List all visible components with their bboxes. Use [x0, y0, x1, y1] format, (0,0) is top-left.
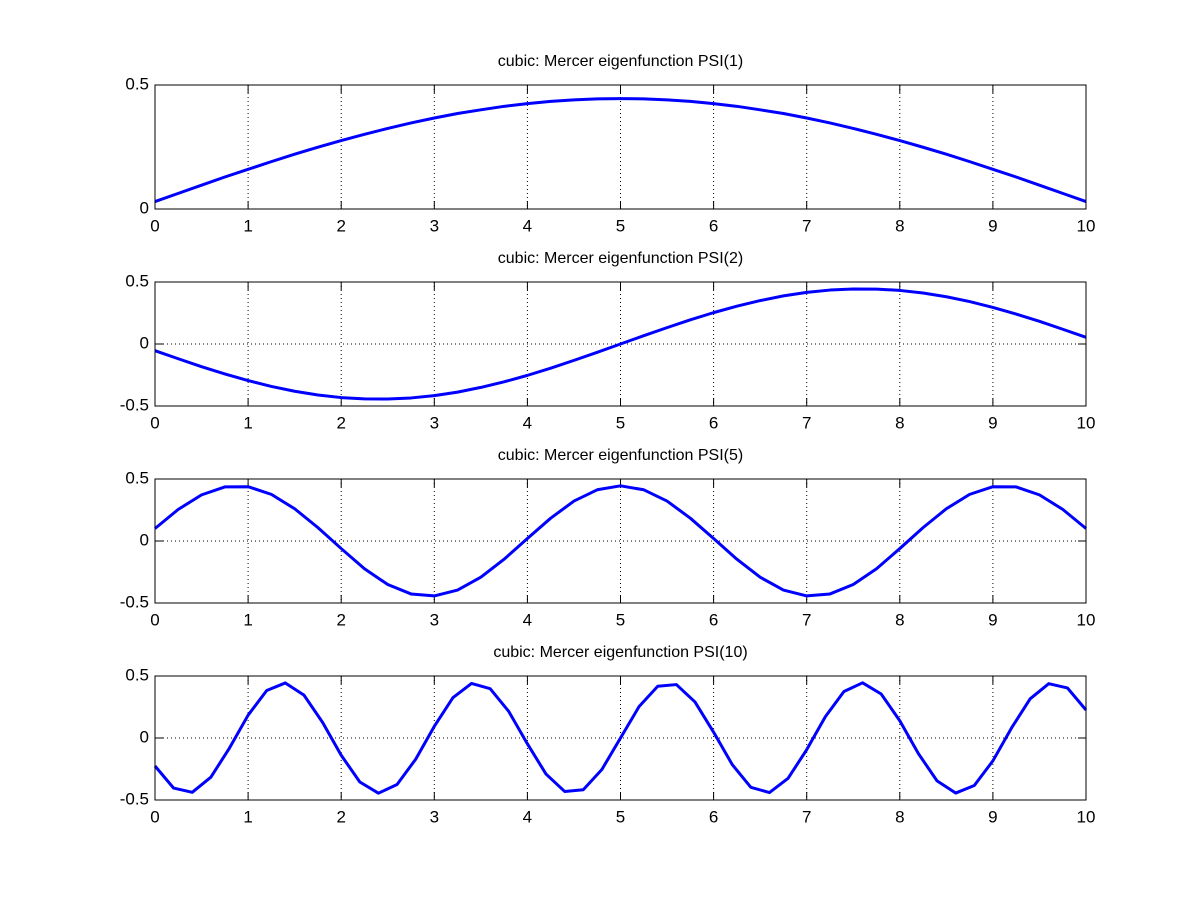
y-tick-label: 0.5: [125, 271, 149, 290]
x-tick-label: 10: [1077, 216, 1096, 235]
x-tick-label: 7: [802, 413, 811, 432]
x-tick-label: 0: [150, 610, 159, 629]
x-tick-label: 2: [336, 216, 345, 235]
line: [154, 287, 1087, 401]
x-tick-label: 9: [988, 610, 997, 629]
x-tick-label: 4: [523, 216, 532, 235]
axes-frame: [154, 675, 1087, 801]
x-tick-label: 2: [336, 807, 345, 826]
chart-title: cubic: Mercer eigenfunction PSI(2): [498, 250, 743, 267]
x-tick-label: 7: [802, 216, 811, 235]
y-tick-label: -0.5: [120, 592, 149, 611]
y-tick-label: 0.5: [125, 468, 149, 487]
line: [154, 484, 1087, 598]
x-tick-label: 4: [523, 807, 532, 826]
x-tick-label: 10: [1077, 610, 1096, 629]
x-tick-label: 0: [150, 413, 159, 432]
x-tick-label: 4: [523, 413, 532, 432]
y-tick-label: 0: [140, 530, 149, 549]
x-tick-label: 3: [430, 610, 439, 629]
x-tick-label: 8: [895, 807, 904, 826]
chart-title: cubic: Mercer eigenfunction PSI(10): [493, 644, 747, 661]
x-tick-label: 3: [430, 216, 439, 235]
x-tick-label: 3: [430, 413, 439, 432]
chart-title: cubic: Mercer eigenfunction PSI(1): [498, 53, 743, 70]
x-tick-label: 1: [243, 610, 252, 629]
plot-area: [155, 479, 1086, 603]
x-tick-label: 5: [616, 610, 625, 629]
x-tick-label: 10: [1077, 807, 1096, 826]
y-tick-label: 0.5: [125, 74, 149, 93]
y-tick-label: 0.5: [125, 665, 149, 684]
x-tick-label: 6: [709, 610, 718, 629]
y-tick-label: 0: [140, 333, 149, 352]
x-tick-label: 5: [616, 216, 625, 235]
x-tick-label: 5: [616, 413, 625, 432]
x-tick-label: 3: [430, 807, 439, 826]
y-tick-label: -0.5: [120, 789, 149, 808]
x-tick-label: 9: [988, 807, 997, 826]
axes-frame: [154, 84, 1087, 210]
x-tick-label: 6: [709, 413, 718, 432]
x-tick-label: 8: [895, 216, 904, 235]
x-tick-label: 2: [336, 413, 345, 432]
line: [153, 681, 1088, 795]
x-tick-label: 10: [1077, 413, 1096, 432]
x-tick-label: 9: [988, 413, 997, 432]
x-tick-label: 4: [523, 610, 532, 629]
y-tick-label: 0: [140, 727, 149, 746]
axes-frame: [154, 478, 1087, 604]
x-tick-label: 1: [243, 216, 252, 235]
x-tick-label: 0: [150, 807, 159, 826]
x-tick-label: 1: [243, 413, 252, 432]
x-tick-label: 6: [709, 807, 718, 826]
chart-title: cubic: Mercer eigenfunction PSI(5): [498, 447, 743, 464]
y-tick-label: -0.5: [120, 395, 149, 414]
x-tick-label: 0: [150, 216, 159, 235]
x-tick-label: 9: [988, 216, 997, 235]
x-tick-label: 5: [616, 807, 625, 826]
x-tick-label: 2: [336, 610, 345, 629]
x-tick-label: 8: [895, 413, 904, 432]
x-tick-label: 8: [895, 610, 904, 629]
y-tick-label: 0: [140, 198, 149, 217]
x-tick-label: 7: [802, 610, 811, 629]
line: [154, 97, 1087, 203]
x-tick-label: 7: [802, 807, 811, 826]
x-tick-label: 6: [709, 216, 718, 235]
axes-frame: [154, 281, 1087, 407]
x-tick-label: 1: [243, 807, 252, 826]
plot-area: [155, 85, 1086, 209]
